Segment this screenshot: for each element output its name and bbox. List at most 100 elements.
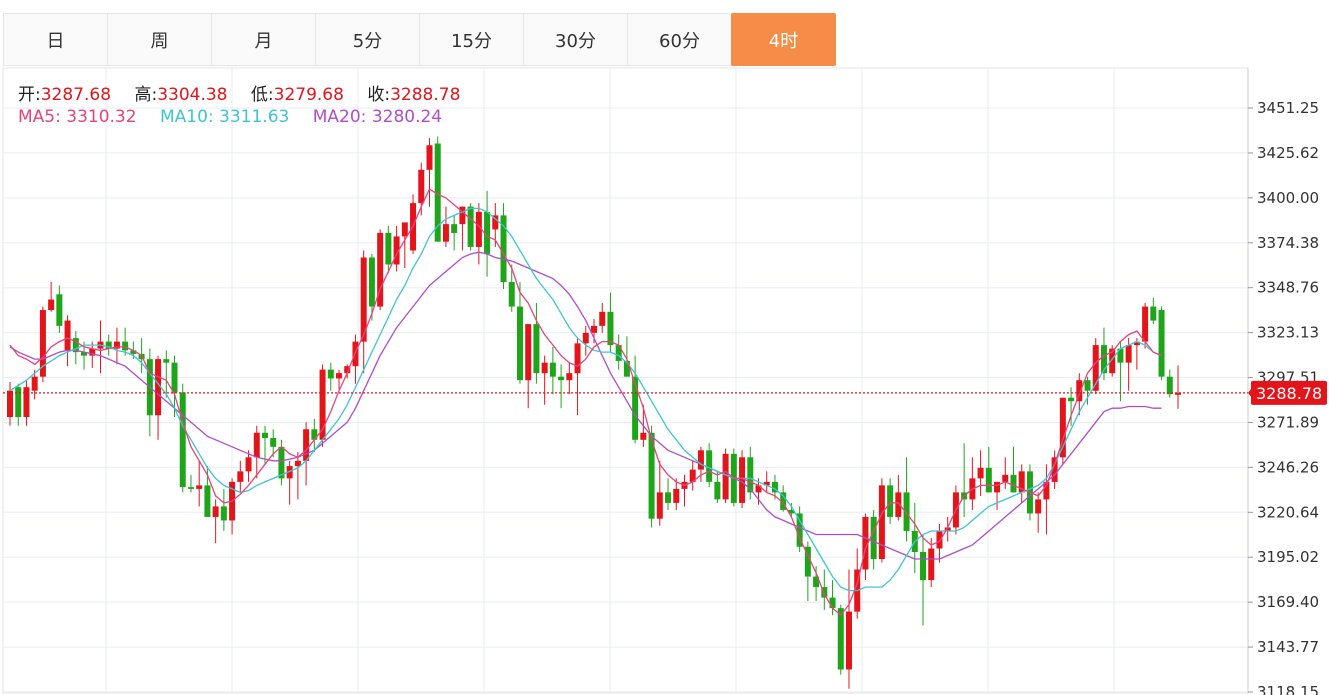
candle-body — [591, 325, 597, 333]
ma20-line — [9, 251, 1162, 560]
tab-period-6[interactable]: 60分 — [627, 13, 732, 66]
candle-body — [689, 469, 696, 482]
candle-body — [286, 466, 293, 479]
candle-body — [377, 232, 384, 307]
candle-body — [928, 548, 935, 581]
candle-body — [566, 373, 573, 381]
y-tick-label: 3143.77 — [1257, 638, 1319, 656]
candle-body — [475, 211, 482, 247]
ma-readout: MA5: 3310.32 MA10: 3311.63 MA20: 3280.24 — [18, 107, 460, 127]
tab-period-3[interactable]: 5分 — [315, 13, 420, 66]
candle-body — [442, 224, 449, 242]
y-tick-label: 3220.64 — [1257, 503, 1319, 521]
candle-body — [418, 169, 425, 204]
candle-body — [722, 453, 729, 500]
ohlc-readout: 开:3287.68 高:3304.38 低:3279.68 收:3288.78 — [18, 80, 478, 105]
tab-period-0[interactable]: 日 — [3, 13, 108, 66]
candle-body — [327, 369, 334, 379]
candle-body — [920, 552, 927, 581]
candle-body — [648, 432, 655, 519]
candle-body — [368, 257, 375, 307]
candle-body — [813, 576, 820, 588]
ma10-readout: MA10: 3311.63 — [160, 107, 289, 127]
ma5-label: MA5: — [18, 107, 61, 127]
ma5-value: 3310.32 — [66, 107, 137, 127]
candle-body — [426, 145, 433, 170]
tab-period-1[interactable]: 周 — [107, 13, 212, 66]
ma10-label: MA10: — [159, 107, 214, 127]
candle-body — [39, 310, 46, 377]
candle-body — [311, 429, 318, 440]
candle-body — [31, 376, 38, 391]
candle-body — [747, 457, 754, 493]
candle-body — [204, 485, 211, 517]
candle-body — [558, 376, 565, 381]
candle-body — [541, 362, 548, 374]
open-label: 开: — [18, 85, 41, 105]
candle-body — [525, 324, 532, 381]
candle-body — [261, 432, 268, 439]
y-tick-label: 3374.38 — [1257, 234, 1319, 252]
candle-body — [516, 306, 523, 381]
ma5-readout: MA5: 3310.32 — [18, 107, 137, 127]
y-tick-label: 3195.02 — [1257, 548, 1319, 566]
tab-period-5[interactable]: 30分 — [523, 13, 628, 66]
candle-body — [212, 506, 219, 517]
candle-body — [697, 450, 704, 470]
candle-body — [878, 485, 885, 560]
tab-period-7[interactable]: 4时 — [731, 13, 836, 66]
candle-body — [944, 527, 951, 531]
candle-body — [434, 143, 441, 242]
candle-body — [1142, 306, 1149, 342]
candle-body — [508, 282, 515, 307]
candle-body — [56, 294, 63, 326]
candle-body — [887, 485, 894, 517]
high-label: 高: — [134, 85, 158, 105]
candle-body — [615, 345, 622, 361]
candle-body — [500, 215, 507, 283]
y-tick-label: 3425.62 — [1257, 144, 1319, 162]
candle-body — [903, 492, 910, 531]
candle-body — [821, 587, 828, 598]
y-tick-label: 3451.25 — [1257, 99, 1319, 117]
candle-body — [977, 467, 984, 479]
candle-body — [1076, 380, 1083, 402]
candle-body — [1166, 376, 1173, 395]
candle-body — [837, 608, 844, 670]
tab-period-2[interactable]: 月 — [211, 13, 316, 66]
candle-body — [763, 481, 770, 486]
candle-body — [48, 299, 55, 311]
ma20-label: MA20: — [312, 107, 367, 127]
open-value: 3287.68 — [40, 85, 112, 105]
high-value: 3304.38 — [157, 85, 228, 105]
tab-period-4[interactable]: 15分 — [419, 13, 524, 66]
candle-body — [673, 488, 680, 503]
candle-body — [278, 446, 285, 479]
candle-body — [1068, 397, 1075, 402]
candle-body — [549, 362, 556, 377]
candle-body — [467, 206, 474, 247]
candle-body — [171, 362, 178, 393]
candle-body — [599, 311, 606, 326]
close-value: 3288.78 — [390, 85, 461, 105]
candle-body — [1092, 345, 1099, 391]
candle-body — [451, 224, 458, 233]
candle-body — [155, 359, 162, 416]
candle-body — [385, 232, 392, 265]
candle-body — [113, 341, 120, 349]
candle-body — [220, 506, 227, 521]
candle-body — [936, 530, 943, 549]
candle-body — [1150, 306, 1157, 321]
candle-body — [1043, 481, 1050, 500]
period-tabs: 日周月 5分 15分 30分 60分 4时 — [3, 13, 836, 66]
candle-body — [829, 597, 836, 609]
candle-body — [484, 211, 491, 254]
candle-body — [459, 206, 466, 225]
y-tick-label: 3169.40 — [1257, 593, 1319, 611]
candle-body — [994, 481, 1001, 493]
candle-body — [862, 516, 869, 570]
last-price-badge — [1251, 380, 1327, 405]
candle-body — [105, 341, 112, 349]
candle-body — [1158, 310, 1165, 377]
candle-body — [1051, 457, 1058, 482]
